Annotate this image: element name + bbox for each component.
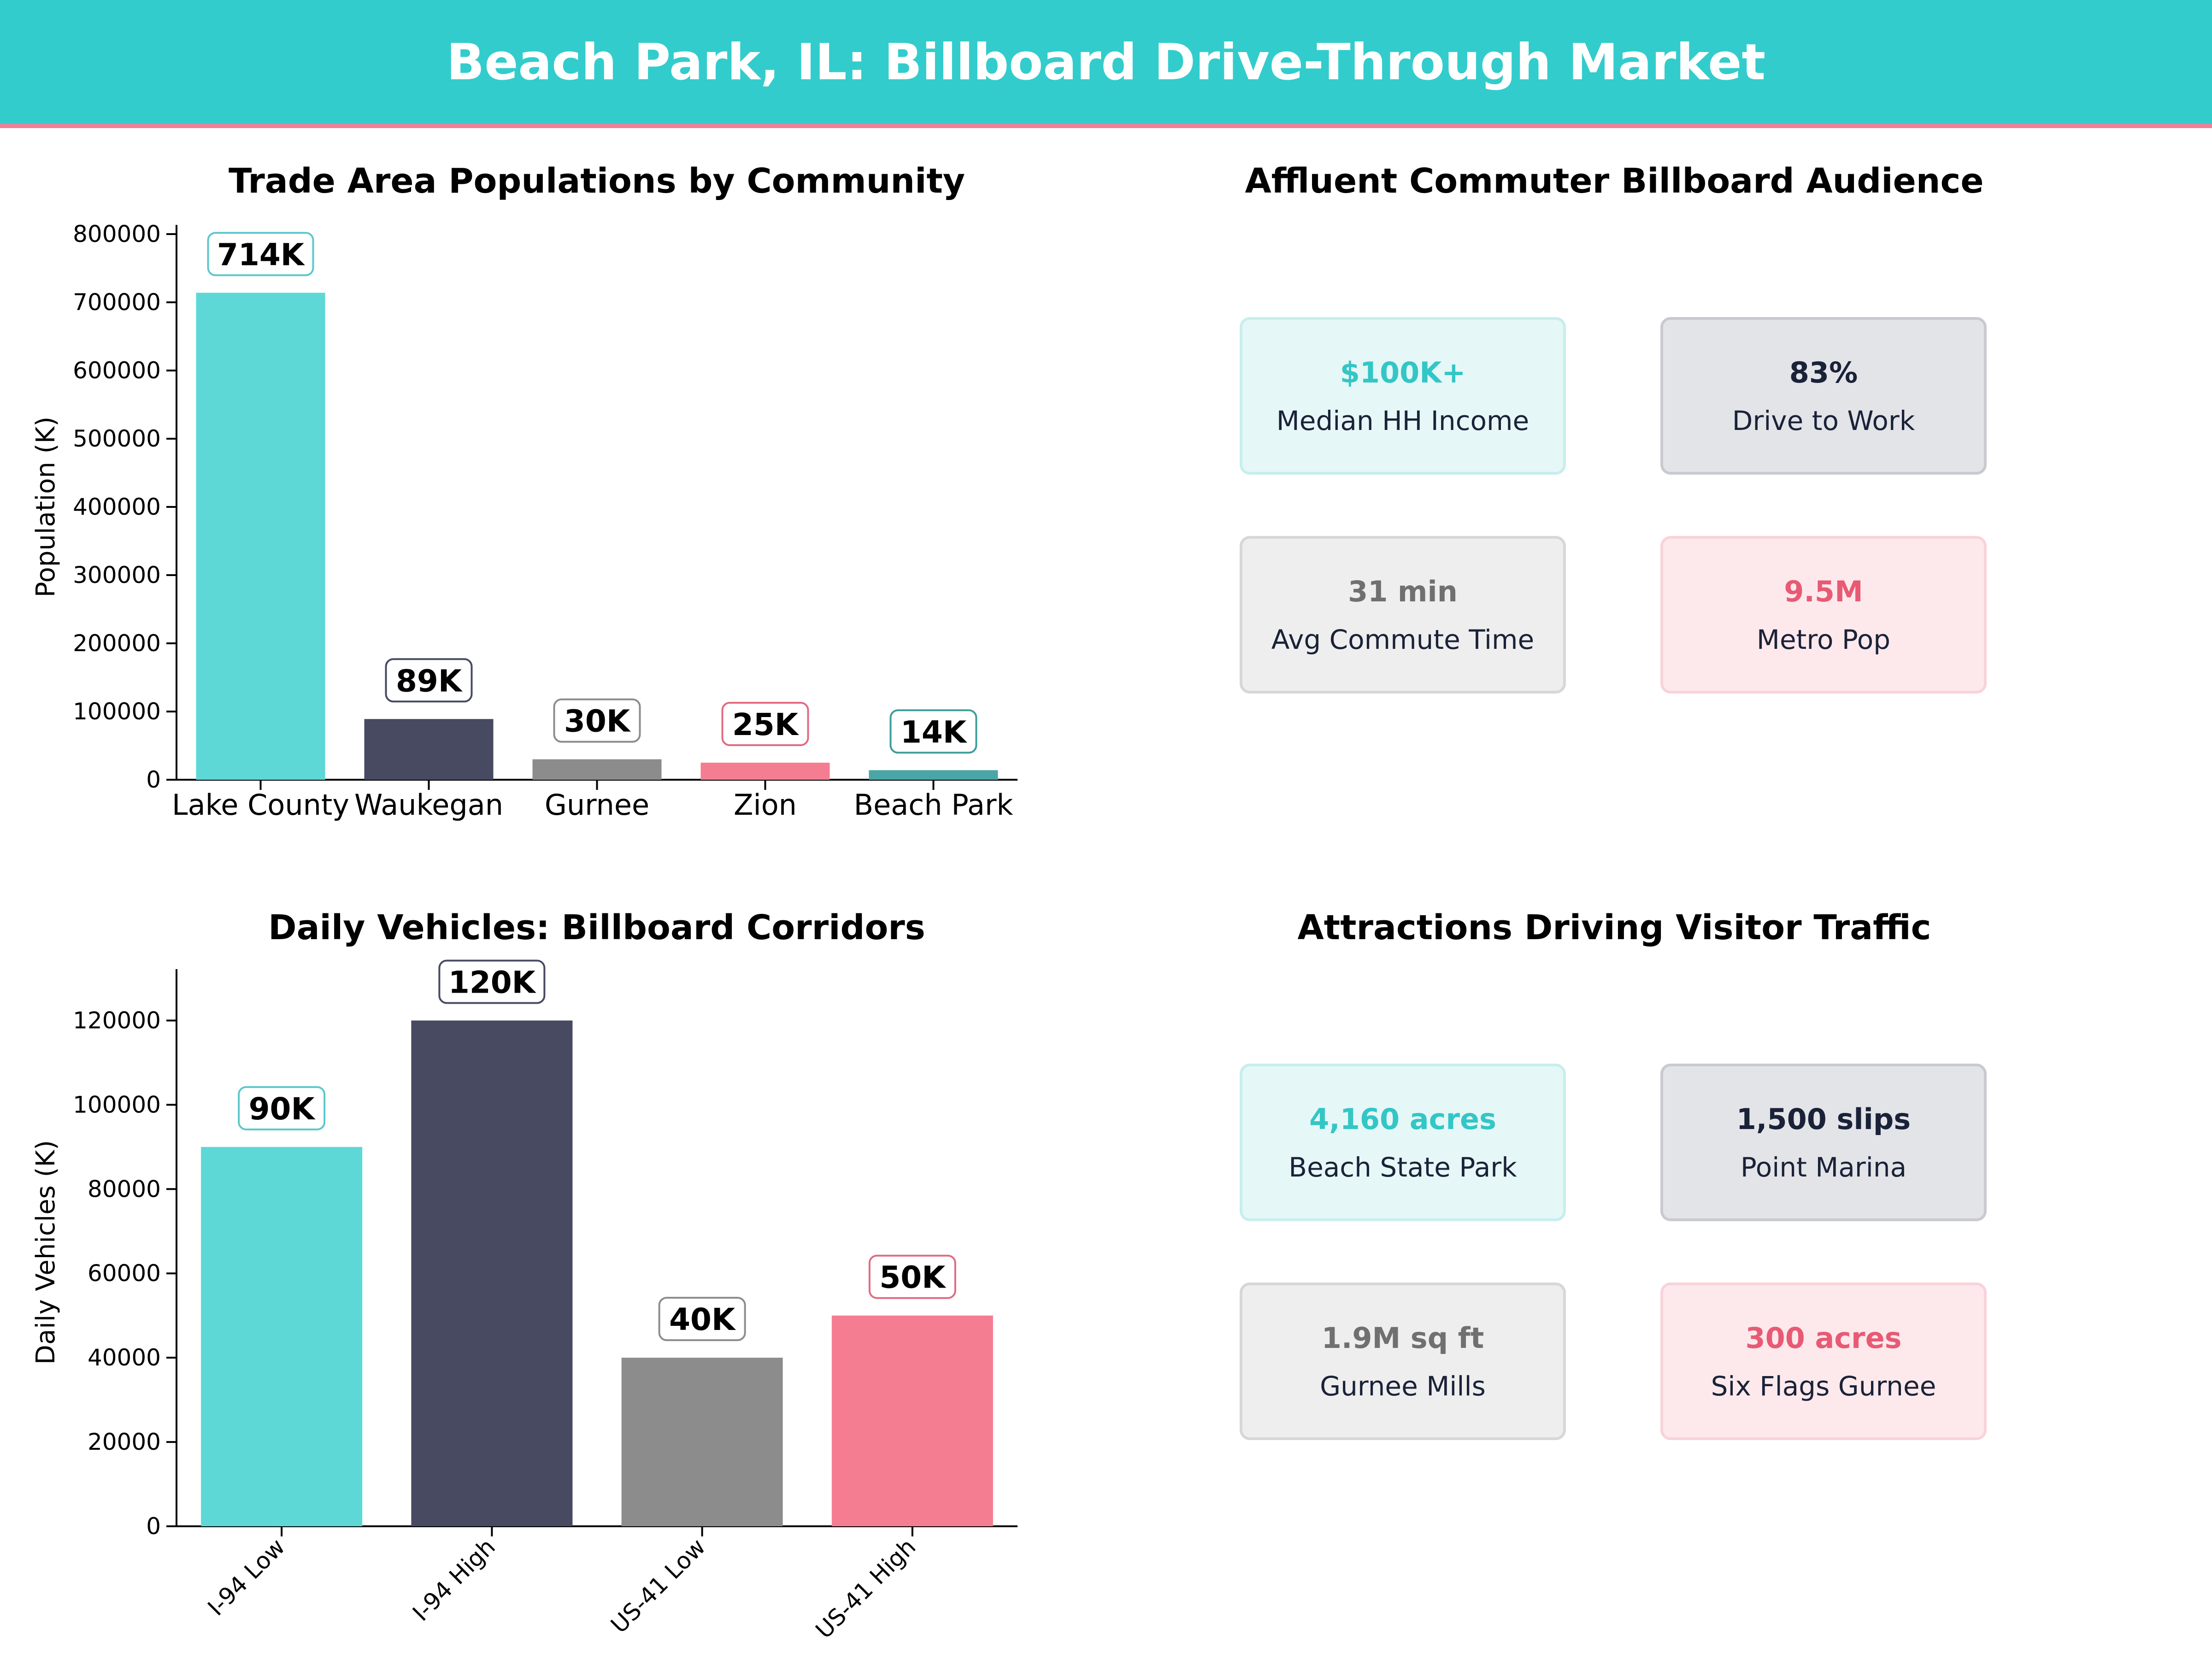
card-label: Metro Pop	[1756, 624, 1891, 655]
population-value-label: 14K	[900, 714, 968, 750]
vehicles-y-tick-label: 80000	[88, 1176, 161, 1202]
card-value: $100K+	[1340, 355, 1466, 389]
population-y-tick-label: 800000	[73, 221, 161, 247]
vehicles-y-tick-label: 20000	[88, 1429, 161, 1455]
vehicles-category-label: US-41 High	[811, 1533, 921, 1644]
vehicles-y-tick-label: 40000	[88, 1344, 161, 1371]
attraction-card-sixflags: 300 acres Six Flags Gurnee	[1660, 1282, 1987, 1440]
population-value-label: 25K	[732, 707, 800, 742]
card-label: Six Flags Gurnee	[1711, 1370, 1936, 1402]
card-label: Point Marina	[1740, 1151, 1907, 1183]
population-value-label: 30K	[564, 704, 631, 739]
vehicles-chart-title: Daily Vehicles: Billboard Corridors	[268, 908, 925, 947]
vehicles-bar	[831, 1315, 993, 1526]
vehicles-value-label-box	[238, 1086, 326, 1130]
vehicles-y-axis-label: Daily Vehicles (K)	[31, 1140, 61, 1365]
population-chart-title: Trade Area Populations by Community	[229, 161, 965, 201]
card-value: 31 min	[1348, 574, 1458, 608]
vehicles-value-label: 120K	[448, 965, 537, 1000]
population-y-tick-label: 600000	[73, 357, 161, 384]
vehicles-y-tick-label: 100000	[73, 1091, 161, 1118]
audience-card-income: $100K+ Median HH Income	[1240, 317, 1566, 475]
vehicles-y-tick-label: 120000	[73, 1007, 161, 1034]
vehicles-category-label: I-94 High	[407, 1533, 500, 1626]
audience-card-commute: 31 min Avg Commute Time	[1240, 536, 1566, 694]
vehicles-category-label: US-41 Low	[606, 1533, 711, 1638]
population-category-label: Waukegan	[354, 788, 503, 822]
population-value-label: 89K	[396, 663, 463, 699]
population-value-label-box	[721, 702, 809, 746]
vehicles-bar	[621, 1358, 783, 1526]
population-value-label-box	[889, 709, 977, 754]
population-y-tick-label: 100000	[73, 698, 161, 725]
population-bar	[364, 719, 494, 780]
vehicles-value-label: 50K	[879, 1260, 947, 1295]
card-label: Median HH Income	[1276, 405, 1530, 436]
card-value: 9.5M	[1784, 574, 1863, 608]
population-value-label-box	[553, 698, 641, 743]
population-value-label-box	[207, 232, 314, 276]
population-category-label: Zion	[734, 788, 797, 822]
population-y-tick-label: 500000	[73, 425, 161, 452]
card-value: 4,160 acres	[1309, 1102, 1496, 1136]
card-label: Gurnee Mills	[1320, 1370, 1486, 1402]
attraction-card-beach: 4,160 acres Beach State Park	[1240, 1064, 1566, 1221]
vehicles-y-tick-label: 60000	[88, 1260, 161, 1287]
vehicles-y-tick-label: 0	[146, 1513, 161, 1540]
vehicles-value-label-box	[658, 1297, 746, 1341]
population-value-label: 714K	[217, 237, 306, 272]
vehicles-value-label: 40K	[669, 1302, 736, 1337]
audience-card-metro: 9.5M Metro Pop	[1660, 536, 1987, 694]
population-bar	[869, 770, 998, 780]
population-bar	[196, 293, 325, 780]
card-label: Drive to Work	[1732, 405, 1915, 436]
card-value: 1.9M sq ft	[1321, 1321, 1484, 1355]
vehicles-value-label-box	[868, 1254, 956, 1299]
card-value: 83%	[1789, 355, 1858, 389]
population-y-tick-label: 700000	[73, 289, 161, 316]
page-title: Beach Park, IL: Billboard Drive-Through …	[446, 33, 1766, 91]
attractions-panel-title: Attractions Driving Visitor Traffic	[1297, 908, 1931, 947]
card-label: Beach State Park	[1288, 1151, 1517, 1183]
header-banner: Beach Park, IL: Billboard Drive-Through …	[0, 0, 2212, 128]
card-value: 1,500 slips	[1736, 1102, 1911, 1136]
vehicles-value-label: 90K	[249, 1091, 316, 1127]
population-category-label: Gurnee	[545, 788, 649, 822]
population-bar	[532, 759, 662, 780]
vehicles-category-label: I-94 Low	[203, 1533, 290, 1621]
population-y-tick-label: 200000	[73, 630, 161, 657]
vehicles-bar	[411, 1020, 573, 1526]
audience-card-drive: 83% Drive to Work	[1660, 317, 1987, 475]
population-y-tick-label: 300000	[73, 562, 161, 588]
population-y-tick-label: 0	[146, 766, 161, 793]
vehicles-bar	[201, 1147, 363, 1526]
vehicles-value-label-box	[438, 959, 546, 1004]
card-value: 300 acres	[1745, 1321, 1902, 1355]
attraction-card-mills: 1.9M sq ft Gurnee Mills	[1240, 1282, 1566, 1440]
audience-panel-title: Affluent Commuter Billboard Audience	[1245, 161, 1983, 201]
population-y-tick-label: 400000	[73, 494, 161, 520]
attraction-card-marina: 1,500 slips Point Marina	[1660, 1064, 1987, 1221]
population-bar	[700, 763, 830, 780]
card-label: Avg Commute Time	[1271, 624, 1535, 655]
population-category-label: Beach Park	[854, 788, 1013, 822]
population-category-label: Lake County	[172, 788, 349, 822]
population-value-label-box	[385, 658, 473, 703]
population-y-axis-label: Population (K)	[31, 417, 61, 597]
